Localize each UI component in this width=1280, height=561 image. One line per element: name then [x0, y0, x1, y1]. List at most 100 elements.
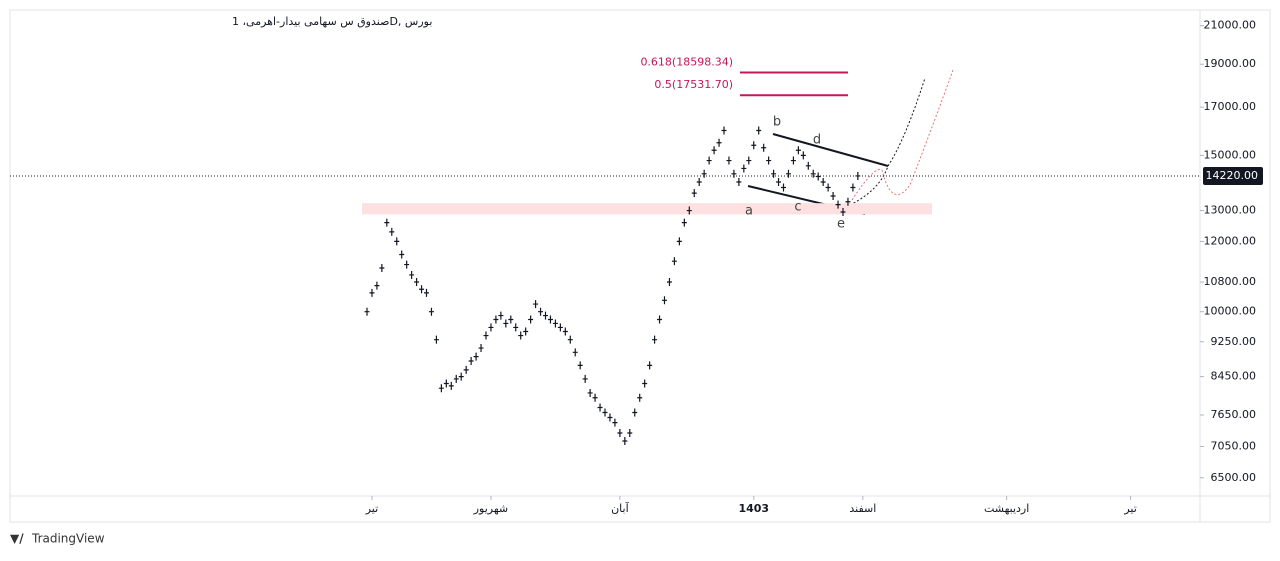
price-bar	[438, 384, 444, 393]
price-bar	[781, 183, 786, 192]
x-tick-label: شهریور	[473, 502, 508, 515]
price-bar	[433, 335, 439, 344]
price-bar	[736, 177, 742, 186]
price-bar	[538, 307, 544, 316]
price-bar	[582, 374, 588, 383]
y-tick-label: 12000.00	[1204, 234, 1257, 247]
x-tick-label: اردیبهشت	[984, 502, 1029, 515]
price-bar	[493, 315, 499, 324]
fib-label: 0.618(18598.34)	[640, 55, 733, 68]
last-price-label: 14220.00	[1206, 169, 1259, 182]
price-bar	[488, 323, 494, 332]
price-bar	[696, 177, 702, 186]
wave-label: a	[745, 204, 753, 219]
price-bar	[557, 323, 563, 332]
price-bar	[627, 429, 633, 438]
price-bar	[726, 156, 732, 165]
price-bar	[428, 307, 434, 316]
price-bar	[850, 183, 856, 192]
x-tick-label: تیر	[365, 502, 378, 515]
wave-label: c	[794, 200, 801, 215]
price-bar	[637, 393, 643, 402]
price-bar	[810, 169, 816, 178]
price-bar	[652, 335, 658, 344]
price-bar	[785, 169, 791, 178]
price-bar	[364, 307, 370, 316]
price-bar	[840, 208, 846, 217]
price-bar	[503, 319, 509, 328]
y-tick-label: 15000.00	[1204, 148, 1257, 161]
wave-label: b	[773, 115, 781, 130]
price-bar	[414, 278, 420, 287]
price-bar	[671, 257, 677, 266]
price-bar	[681, 218, 687, 227]
price-bar	[379, 264, 385, 273]
price-bar	[468, 356, 474, 365]
price-bar	[543, 311, 548, 320]
x-tick-label: آبان	[611, 501, 629, 515]
price-bar	[409, 270, 415, 279]
price-bar	[716, 138, 722, 147]
price-bar	[587, 388, 593, 397]
price-bar	[384, 218, 390, 227]
y-tick-label: 21000.00	[1204, 19, 1257, 32]
price-bar	[617, 429, 623, 438]
price-bar	[483, 331, 489, 340]
price-bar	[676, 237, 682, 246]
x-tick-label: تیر	[1123, 502, 1136, 515]
y-tick-label: 7050.00	[1211, 439, 1257, 452]
price-bar	[424, 288, 429, 297]
price-bar	[473, 352, 479, 361]
price-bar	[389, 227, 395, 236]
price-bar	[453, 374, 459, 383]
y-tick-label: 17000.00	[1204, 100, 1257, 113]
price-bar	[706, 156, 712, 165]
price-bar	[756, 126, 762, 135]
price-bar	[711, 146, 717, 155]
price-bar	[776, 177, 782, 186]
y-tick-label: 9250.00	[1211, 335, 1257, 348]
price-bar	[771, 169, 777, 178]
y-tick-label: 13000.00	[1204, 204, 1257, 217]
price-bar	[399, 250, 405, 259]
price-bar	[795, 146, 801, 155]
projection	[849, 77, 926, 206]
last-price-box	[1203, 166, 1263, 185]
price-bar	[820, 177, 826, 186]
price-bar	[523, 327, 529, 336]
logo: ▼/	[10, 532, 24, 546]
price-bar	[686, 206, 692, 215]
price-bar	[508, 315, 514, 324]
price-bar	[741, 164, 747, 173]
y-tick-label: 10800.00	[1204, 275, 1257, 288]
price-bar	[731, 169, 737, 178]
price-bar	[666, 278, 672, 287]
price-bar	[825, 183, 831, 192]
y-tick-label: 19000.00	[1204, 57, 1257, 70]
price-bar	[528, 315, 534, 324]
y-tick-label: 6500.00	[1211, 471, 1257, 484]
price-bar	[419, 285, 425, 294]
price-bar	[845, 197, 851, 206]
price-bar	[602, 408, 608, 417]
price-bar	[642, 379, 648, 388]
price-bar	[691, 189, 697, 198]
price-bar	[662, 296, 667, 305]
price-bar	[835, 200, 841, 209]
price-bar	[592, 393, 598, 402]
price-bar	[458, 372, 464, 381]
price-bar	[751, 141, 757, 150]
price-bar	[547, 315, 553, 324]
fib-label: 0.5(17531.70)	[654, 78, 733, 91]
price-bar	[761, 143, 767, 152]
price-bar	[513, 323, 519, 332]
x-tick-label: 1403	[738, 502, 769, 515]
price-bar	[404, 260, 410, 269]
footer: TradingView	[31, 532, 105, 546]
price-bar	[443, 379, 449, 388]
price-bar	[369, 288, 375, 297]
price-bar	[612, 418, 618, 427]
price-bar	[567, 335, 573, 344]
frame	[9, 9, 1271, 523]
